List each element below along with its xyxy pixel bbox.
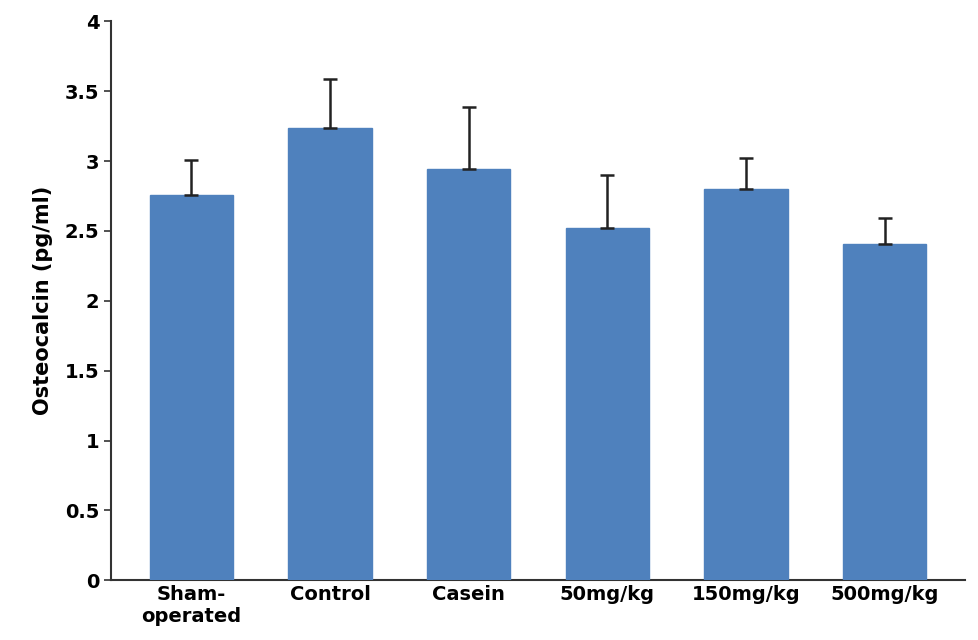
Bar (150, 195, 233, 580)
Bar (842, 244, 925, 580)
Bar (704, 189, 787, 580)
Bar (426, 170, 510, 580)
Bar (565, 228, 648, 580)
Y-axis label: Osteocalcin (pg/ml): Osteocalcin (pg/ml) (33, 186, 54, 415)
Bar (289, 127, 372, 580)
